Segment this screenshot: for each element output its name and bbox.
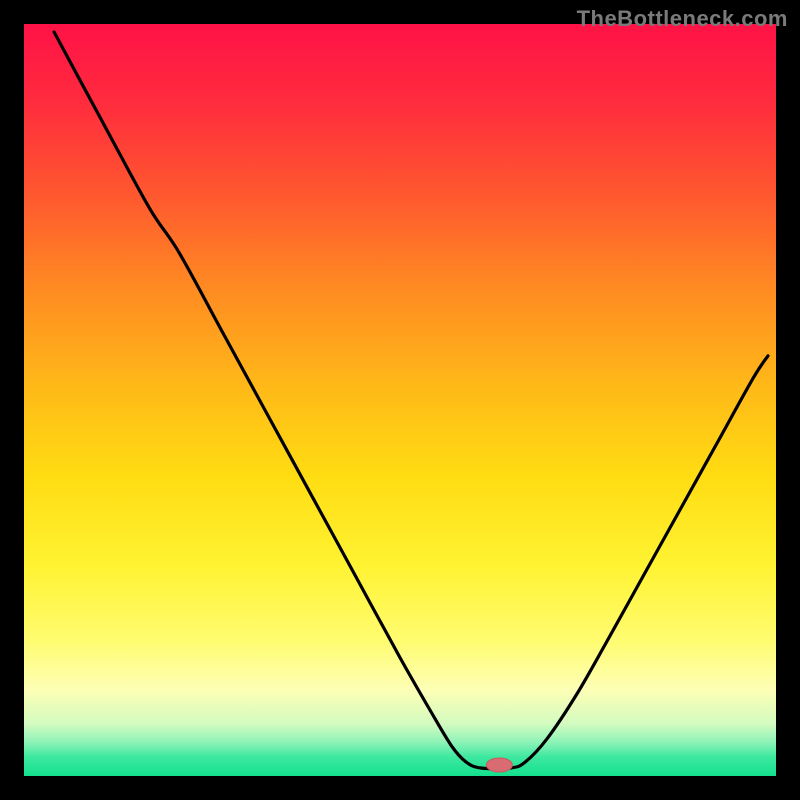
bottleneck-chart: TheBottleneck.com [0, 0, 800, 800]
chart-svg [0, 0, 800, 800]
optimal-point-marker [486, 758, 512, 772]
chart-background [24, 24, 776, 776]
watermark-label: TheBottleneck.com [577, 6, 788, 32]
